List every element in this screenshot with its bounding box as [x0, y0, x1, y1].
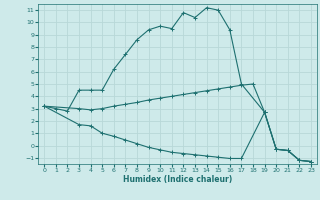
X-axis label: Humidex (Indice chaleur): Humidex (Indice chaleur)	[123, 175, 232, 184]
